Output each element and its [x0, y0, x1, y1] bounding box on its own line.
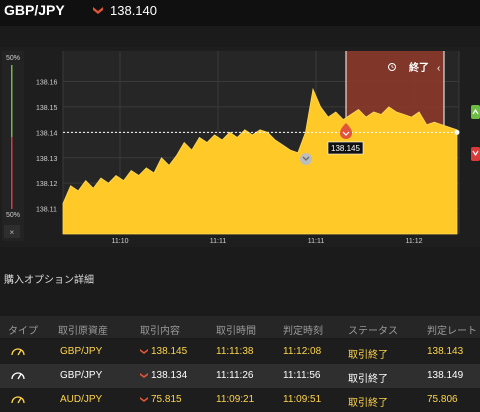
x-tick-label: 11:12 [406, 238, 423, 245]
chart-canvas[interactable]: 50% 50% × 138.16 138.15 138.14 138.13 138.12… [0, 47, 480, 247]
row-content: 75.815 [140, 394, 182, 405]
table-header: タイプ 取引原資産 取引内容 取引時間 判定時刻 ステータス 判定レート [0, 316, 480, 338]
x-tick-label: 11:10 [112, 238, 129, 245]
down-arrow-icon [472, 150, 479, 157]
x-axis: 11:10 11:11 11:11 11:12 [112, 238, 423, 245]
row-judge-time: 11:09:51 [283, 394, 322, 405]
top-bar: GBP/JPY 138.140 [0, 0, 480, 26]
row-trade-time: 11:11:38 [216, 346, 254, 357]
row-status: 取引終了 [348, 398, 388, 409]
sentiment-up-bar [11, 65, 13, 137]
y-tick-label: 138.16 [36, 80, 58, 87]
down-arrow-icon [140, 349, 148, 354]
close-icon[interactable]: × [10, 228, 15, 237]
down-arrow-icon [93, 7, 103, 14]
x-tick-label: 11:11 [210, 238, 227, 245]
past-trade-marker[interactable] [300, 153, 312, 165]
scroll-left-icon[interactable]: ‹ [437, 63, 440, 74]
up-arrow-icon [472, 108, 479, 115]
gauge-icon [11, 372, 25, 380]
y-axis: 138.16 138.15 138.14 138.13 138.12 138.11 [36, 80, 58, 214]
row-trade-time: 11:09:21 [216, 394, 255, 405]
sentiment-close-button[interactable] [4, 225, 20, 238]
gauge-icon [11, 348, 25, 356]
sentiment-bottom-label: 50% [6, 212, 20, 219]
down-arrow-icon [140, 397, 148, 402]
sentiment-panel [2, 51, 24, 241]
trade-price-tag-label: 138.145 [331, 144, 360, 153]
row-content: 138.145 [140, 346, 187, 357]
y-tick-label: 138.12 [36, 181, 58, 188]
y-tick-label: 138.14 [36, 130, 58, 137]
y-tick-label: 138.13 [36, 156, 58, 163]
timer-icon [388, 63, 396, 71]
row-asset: GBP/JPY [60, 370, 103, 381]
row-judge-time: 11:12:08 [283, 346, 322, 357]
row-status: 取引終了 [348, 374, 388, 385]
trade-price-tag [327, 141, 364, 155]
col-status[interactable]: ステータス [348, 326, 398, 337]
asset-pair-title[interactable]: GBP/JPY [4, 2, 65, 18]
current-price: 138.140 [110, 3, 157, 18]
buy-high-button[interactable] [471, 105, 480, 119]
col-content[interactable]: 取引内容 [140, 326, 180, 337]
x-tick-label: 11:11 [308, 238, 325, 245]
col-trade-time[interactable]: 取引時間 [216, 326, 256, 337]
table-row[interactable]: AUD/JPY 75.815 11:09:21 11:09:51 取引終了 75… [0, 388, 480, 412]
sentiment-down-bar [11, 137, 13, 209]
col-asset[interactable]: 取引原資産 [58, 326, 108, 337]
down-arrow-icon [140, 373, 148, 378]
row-rate: 138.143 [427, 346, 464, 357]
row-rate: 75.806 [427, 394, 458, 405]
col-rate[interactable]: 判定レート [427, 326, 477, 337]
row-rate: 138.149 [427, 370, 464, 381]
row-content: 138.134 [140, 370, 187, 381]
row-judge-time: 11:11:56 [283, 370, 321, 381]
y-tick-label: 138.15 [36, 105, 58, 112]
col-type[interactable]: タイプ [8, 326, 38, 337]
section-title: 購入オプション詳細 [4, 275, 94, 286]
y-tick-label: 138.11 [36, 207, 57, 214]
col-judge-time[interactable]: 判定時刻 [283, 326, 323, 337]
row-status: 取引終了 [348, 350, 388, 361]
row-asset: AUD/JPY [60, 394, 103, 405]
trade-entry-marker[interactable] [340, 123, 352, 139]
table-row[interactable]: GBP/JPY 138.145 11:11:38 11:12:08 取引終了 1… [0, 340, 480, 364]
row-trade-time: 11:11:26 [216, 370, 254, 381]
price-chart[interactable]: 50% 50% × 138.16 138.15 138.14 138.13 138.12… [0, 47, 480, 247]
row-asset: GBP/JPY [60, 346, 103, 357]
price-area-series [62, 87, 458, 235]
table-row[interactable]: GBP/JPY 138.134 11:11:26 11:11:56 取引終了 1… [0, 364, 480, 388]
current-price-dot [454, 129, 460, 135]
end-label: 終了 [409, 61, 429, 74]
sentiment-top-label: 50% [6, 55, 20, 62]
gauge-icon [11, 396, 25, 404]
